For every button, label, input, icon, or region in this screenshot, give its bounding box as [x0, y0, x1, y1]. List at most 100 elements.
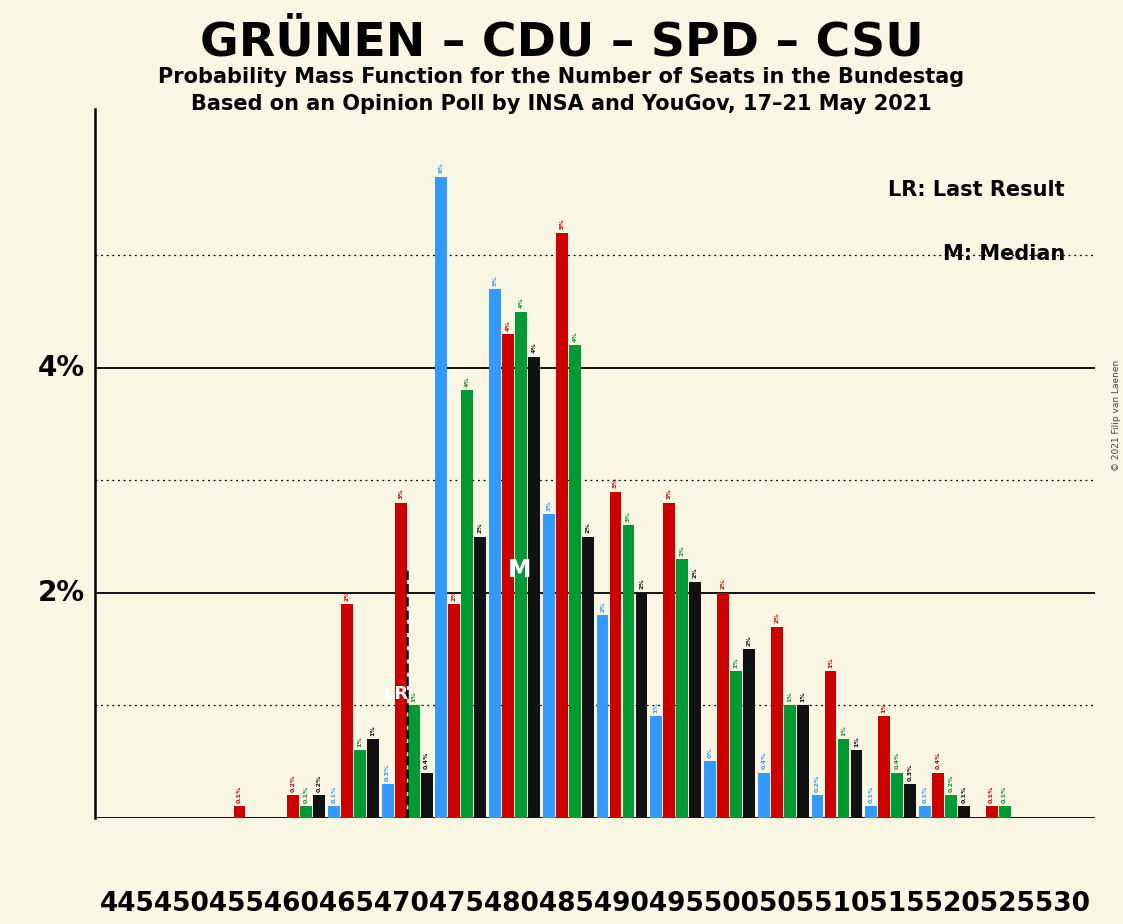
Text: 4%: 4%	[531, 343, 537, 353]
Text: 5%: 5%	[493, 275, 497, 286]
Text: 0%: 0%	[707, 748, 712, 758]
Text: 0.2%: 0.2%	[291, 774, 295, 792]
Bar	[824, 672, 837, 818]
Bar	[542, 514, 555, 818]
Text: 0.3%: 0.3%	[385, 763, 390, 781]
Bar	[436, 176, 447, 818]
Bar	[866, 807, 877, 818]
Bar	[730, 672, 742, 818]
Text: 0.1%: 0.1%	[237, 785, 241, 803]
Bar	[490, 289, 501, 818]
Bar	[354, 750, 366, 818]
Text: 1%: 1%	[853, 736, 859, 747]
Text: LR: LR	[384, 685, 409, 703]
Bar	[718, 593, 729, 818]
Text: 1%: 1%	[411, 691, 417, 702]
Text: 4%: 4%	[505, 320, 511, 331]
Text: 3%: 3%	[613, 478, 618, 488]
Text: 0.1%: 0.1%	[961, 785, 967, 803]
Bar	[892, 772, 903, 818]
Text: 0.4%: 0.4%	[424, 752, 429, 770]
Text: 2%: 2%	[721, 578, 725, 590]
Bar	[313, 796, 325, 818]
Bar	[300, 807, 312, 818]
Text: 0.2%: 0.2%	[949, 774, 953, 792]
Text: 6%: 6%	[439, 163, 444, 173]
Text: 1%: 1%	[733, 657, 739, 668]
Text: 2%: 2%	[37, 578, 84, 607]
Bar	[797, 705, 809, 818]
Text: 0.1%: 0.1%	[303, 785, 309, 803]
Text: 0.1%: 0.1%	[922, 785, 928, 803]
Bar	[919, 807, 931, 818]
Text: GRÜNEN – CDU – SPD – CSU: GRÜNEN – CDU – SPD – CSU	[200, 20, 923, 66]
Bar	[569, 346, 581, 818]
Text: 0.1%: 0.1%	[1002, 785, 1007, 803]
Text: 2%: 2%	[679, 545, 685, 555]
Bar	[878, 716, 891, 818]
Bar	[408, 705, 420, 818]
Text: 0.2%: 0.2%	[815, 774, 820, 792]
Bar	[474, 537, 486, 818]
Bar	[932, 772, 943, 818]
Text: 3%: 3%	[626, 511, 631, 522]
Text: 5%: 5%	[559, 219, 565, 229]
Text: 445450455460465470475480485490495500505510515520525530: 4454504554604654704754804854904955005055…	[100, 891, 1090, 917]
Bar	[904, 784, 916, 818]
Bar	[556, 233, 568, 818]
Text: 2%: 2%	[639, 578, 645, 590]
Text: 1%: 1%	[841, 724, 846, 736]
Text: 0.4%: 0.4%	[761, 752, 766, 770]
Text: 1%: 1%	[828, 657, 833, 668]
Bar	[421, 772, 432, 818]
Bar	[582, 537, 594, 818]
Bar	[986, 807, 997, 818]
Text: Probability Mass Function for the Number of Seats in the Bundestag: Probability Mass Function for the Number…	[158, 67, 965, 87]
Text: 2%: 2%	[693, 567, 697, 578]
Text: 3%: 3%	[546, 500, 551, 511]
Bar	[596, 615, 609, 818]
Text: 2%: 2%	[600, 602, 605, 612]
Text: 2%: 2%	[451, 590, 457, 601]
Text: 2%: 2%	[345, 590, 349, 601]
Text: 2%: 2%	[585, 522, 591, 533]
Bar	[946, 796, 957, 818]
Text: 4%: 4%	[519, 298, 523, 308]
Bar	[743, 649, 755, 818]
Bar	[287, 796, 299, 818]
Bar	[770, 626, 783, 818]
Text: Based on an Opinion Poll by INSA and YouGov, 17–21 May 2021: Based on an Opinion Poll by INSA and You…	[191, 94, 932, 115]
Text: 0.4%: 0.4%	[895, 752, 900, 770]
Bar	[812, 796, 823, 818]
Bar	[650, 716, 663, 818]
Bar	[690, 581, 701, 818]
Text: 0.1%: 0.1%	[331, 785, 337, 803]
Text: © 2021 Filip van Laenen: © 2021 Filip van Laenen	[1112, 360, 1121, 471]
Text: 1%: 1%	[371, 724, 375, 736]
Bar	[704, 761, 716, 818]
Bar	[784, 705, 796, 818]
Text: 2%: 2%	[478, 522, 483, 533]
Text: 3%: 3%	[667, 489, 672, 499]
Bar	[515, 311, 527, 818]
Bar	[448, 604, 460, 818]
Bar	[382, 784, 393, 818]
Text: 0.2%: 0.2%	[317, 774, 321, 792]
Bar	[998, 807, 1011, 818]
Bar	[850, 750, 862, 818]
Bar	[664, 503, 675, 818]
Text: 0.3%: 0.3%	[907, 763, 913, 781]
Bar	[676, 559, 688, 818]
Text: 3%: 3%	[399, 489, 403, 499]
Bar	[328, 807, 340, 818]
Text: LR: Last Result: LR: Last Result	[888, 180, 1065, 200]
Text: M: Median: M: Median	[942, 244, 1065, 263]
Text: 0.1%: 0.1%	[869, 785, 874, 803]
Bar	[502, 334, 514, 818]
Bar	[367, 739, 378, 818]
Bar	[758, 772, 769, 818]
Text: 4%: 4%	[573, 331, 577, 342]
Text: 2%: 2%	[747, 635, 751, 646]
Bar	[394, 503, 407, 818]
Text: 1%: 1%	[882, 702, 887, 713]
